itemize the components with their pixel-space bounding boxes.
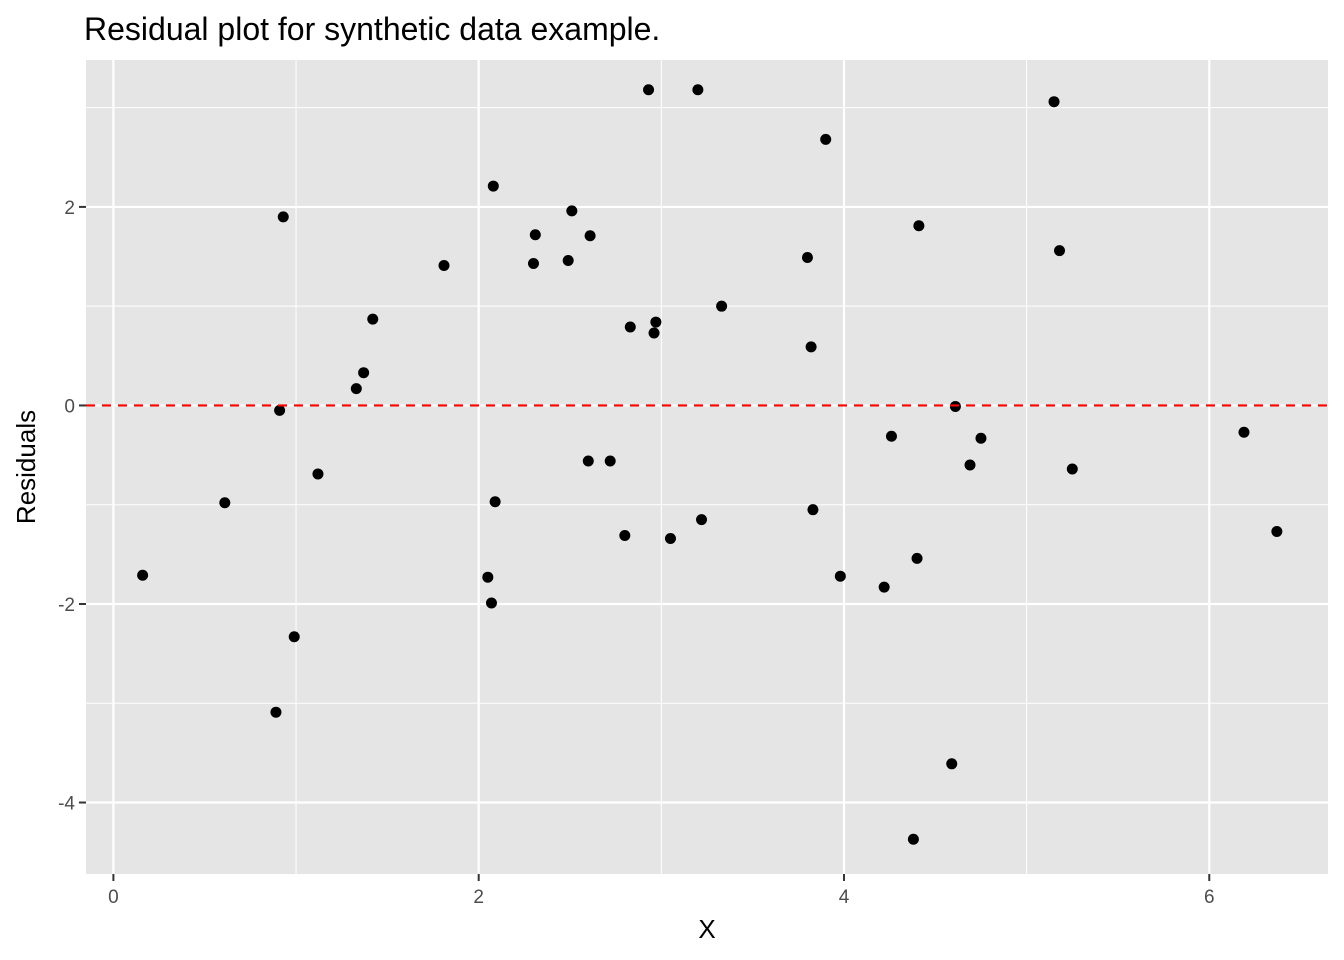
data-point: [274, 404, 286, 416]
minor-gridlines: [86, 60, 1328, 874]
data-point: [582, 455, 594, 467]
data-point: [648, 327, 660, 339]
data-point: [1054, 245, 1066, 257]
data-point: [584, 230, 596, 242]
data-point: [885, 430, 897, 442]
data-point: [820, 133, 832, 145]
data-point: [482, 571, 494, 583]
data-point: [312, 468, 324, 480]
x-tick-label: 2: [473, 887, 484, 908]
data-point: [288, 631, 300, 643]
data-point: [911, 552, 923, 564]
data-point: [566, 205, 578, 217]
data-point: [1238, 426, 1250, 438]
data-point: [643, 84, 655, 96]
y-axis-title: Residuals: [11, 410, 41, 524]
data-point: [485, 597, 497, 609]
data-point: [624, 321, 636, 333]
y-tick-label: 2: [64, 198, 75, 219]
data-point: [878, 581, 890, 593]
data-point: [1048, 96, 1060, 108]
data-point: [350, 383, 362, 395]
data-point: [277, 211, 289, 223]
data-point: [489, 496, 501, 508]
x-axis-tick-labels: 0 2 4 6: [108, 887, 1214, 908]
data-point: [438, 259, 450, 271]
data-point: [946, 758, 958, 770]
data-point: [270, 706, 282, 718]
data-point: [527, 258, 539, 269]
data-point: [975, 432, 987, 444]
data-point: [716, 300, 728, 312]
x-axis-title: X: [698, 914, 715, 944]
data-point: [529, 229, 541, 241]
plot-panel: [86, 60, 1328, 874]
data-point: [1066, 463, 1078, 475]
data-point: [907, 833, 919, 845]
data-point: [692, 84, 704, 96]
data-point: [805, 341, 817, 353]
data-point: [619, 529, 631, 541]
major-gridlines: [86, 60, 1328, 874]
data-point: [604, 455, 616, 467]
data-point: [807, 504, 819, 516]
x-tick-label: 4: [839, 887, 850, 908]
data-points: [137, 84, 1283, 845]
data-point: [650, 316, 662, 328]
data-point: [358, 367, 370, 379]
y-tick-label: 0: [64, 396, 75, 417]
chart-title: Residual plot for synthetic data example…: [84, 11, 660, 47]
y-tick-label: -4: [58, 794, 75, 815]
data-point: [664, 532, 676, 544]
data-point: [801, 252, 813, 264]
data-point: [913, 220, 925, 232]
data-point: [964, 459, 976, 471]
x-tick-label: 6: [1204, 887, 1215, 908]
y-tick-label: -2: [58, 595, 75, 616]
y-axis-tick-labels: -4 -2 0 2: [58, 198, 75, 815]
data-point: [367, 313, 379, 325]
data-point: [1271, 526, 1283, 538]
data-point: [834, 570, 846, 582]
data-point: [487, 180, 499, 192]
data-point: [696, 514, 708, 526]
data-point: [137, 569, 149, 581]
data-point: [562, 255, 574, 267]
data-point: [219, 497, 231, 509]
x-tick-label: 0: [108, 887, 119, 908]
axis-ticks: [79, 205, 1211, 881]
